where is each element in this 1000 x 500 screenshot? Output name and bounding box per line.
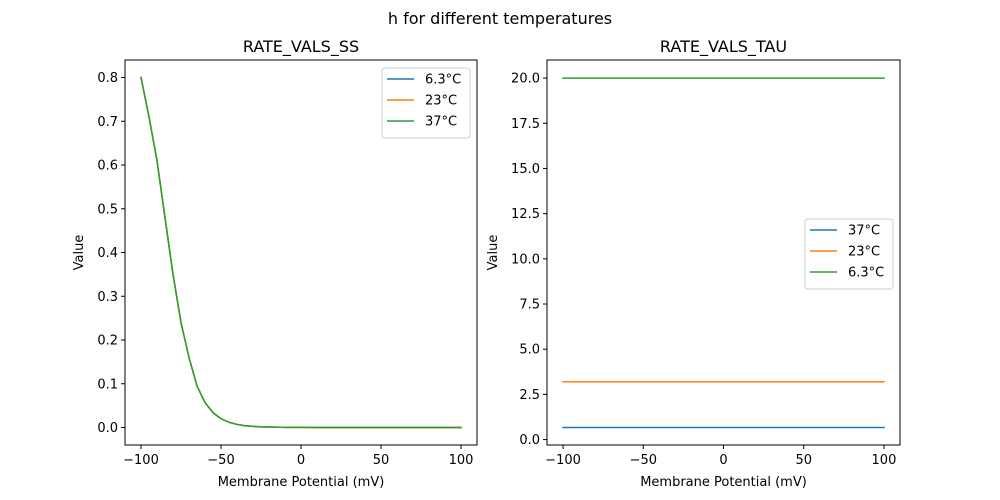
y-tick-label: 0.2 [97, 334, 118, 349]
x-tick-label: 50 [373, 453, 390, 468]
y-axis-label: Value [486, 235, 501, 271]
y-tick-label: 7.5 [519, 298, 540, 313]
y-tick-label: 17.5 [511, 117, 540, 132]
figure-suptitle: h for different temperatures [388, 9, 612, 28]
chart-panel-tau: RATE_VALS_TAU −100 −50 0 50 100 0.0 2.5 5.0 7.5 10… [486, 37, 901, 490]
y-tick-label: 0.0 [97, 421, 118, 436]
y-tick-label: 0.4 [97, 246, 118, 261]
x-axis-label: Membrane Potential (mV) [218, 475, 385, 490]
chart-title: RATE_VALS_TAU [660, 37, 787, 57]
y-tick-label: 0.0 [519, 433, 540, 448]
x-tick-label: 50 [795, 453, 812, 468]
y-tick-label: 15.0 [511, 162, 540, 177]
x-tick-label: 0 [297, 453, 305, 468]
legend-label: 6.3°C [425, 73, 461, 88]
legend-label: 23°C [425, 94, 457, 109]
x-tick-label: −50 [630, 453, 657, 468]
x-axis-label: Membrane Potential (mV) [640, 475, 807, 490]
chart-title: RATE_VALS_SS [243, 37, 359, 57]
series-line-2 [140, 76, 462, 429]
legend: 6.3°C 23°C 37°C [381, 67, 471, 139]
x-tick-label: 0 [719, 453, 727, 468]
x-tick-label: −100 [123, 453, 159, 468]
y-tick-label: 0.1 [97, 377, 118, 392]
legend-label: 37°C [848, 224, 880, 239]
y-tick-label: 2.5 [519, 388, 540, 403]
legend: 37°C 23°C 6.3°C [804, 218, 894, 290]
y-tick-label: 5.0 [519, 343, 540, 358]
x-tick-label: −50 [207, 453, 234, 468]
y-tick-label: 10.0 [511, 252, 540, 267]
x-tick-label: −100 [545, 453, 581, 468]
legend-label: 6.3°C [848, 266, 884, 281]
chart-panel-ss: RATE_VALS_SS −100 −50 0 50 100 0.0 0.1 0.2 0.3 0.4… [72, 37, 478, 490]
y-tick-label: 20.0 [511, 72, 540, 87]
y-tick-label: 0.3 [97, 290, 118, 305]
y-tick-label: 0.5 [97, 202, 118, 217]
y-tick-label: 0.6 [97, 159, 118, 174]
legend-label: 37°C [425, 115, 457, 130]
legend-label: 23°C [848, 245, 880, 260]
x-tick-label: 100 [449, 453, 474, 468]
x-tick-label: 100 [872, 453, 897, 468]
y-tick-label: 0.8 [97, 71, 118, 86]
y-tick-label: 12.5 [511, 207, 540, 222]
y-tick-label: 0.7 [97, 115, 118, 130]
y-axis-label: Value [72, 235, 87, 271]
